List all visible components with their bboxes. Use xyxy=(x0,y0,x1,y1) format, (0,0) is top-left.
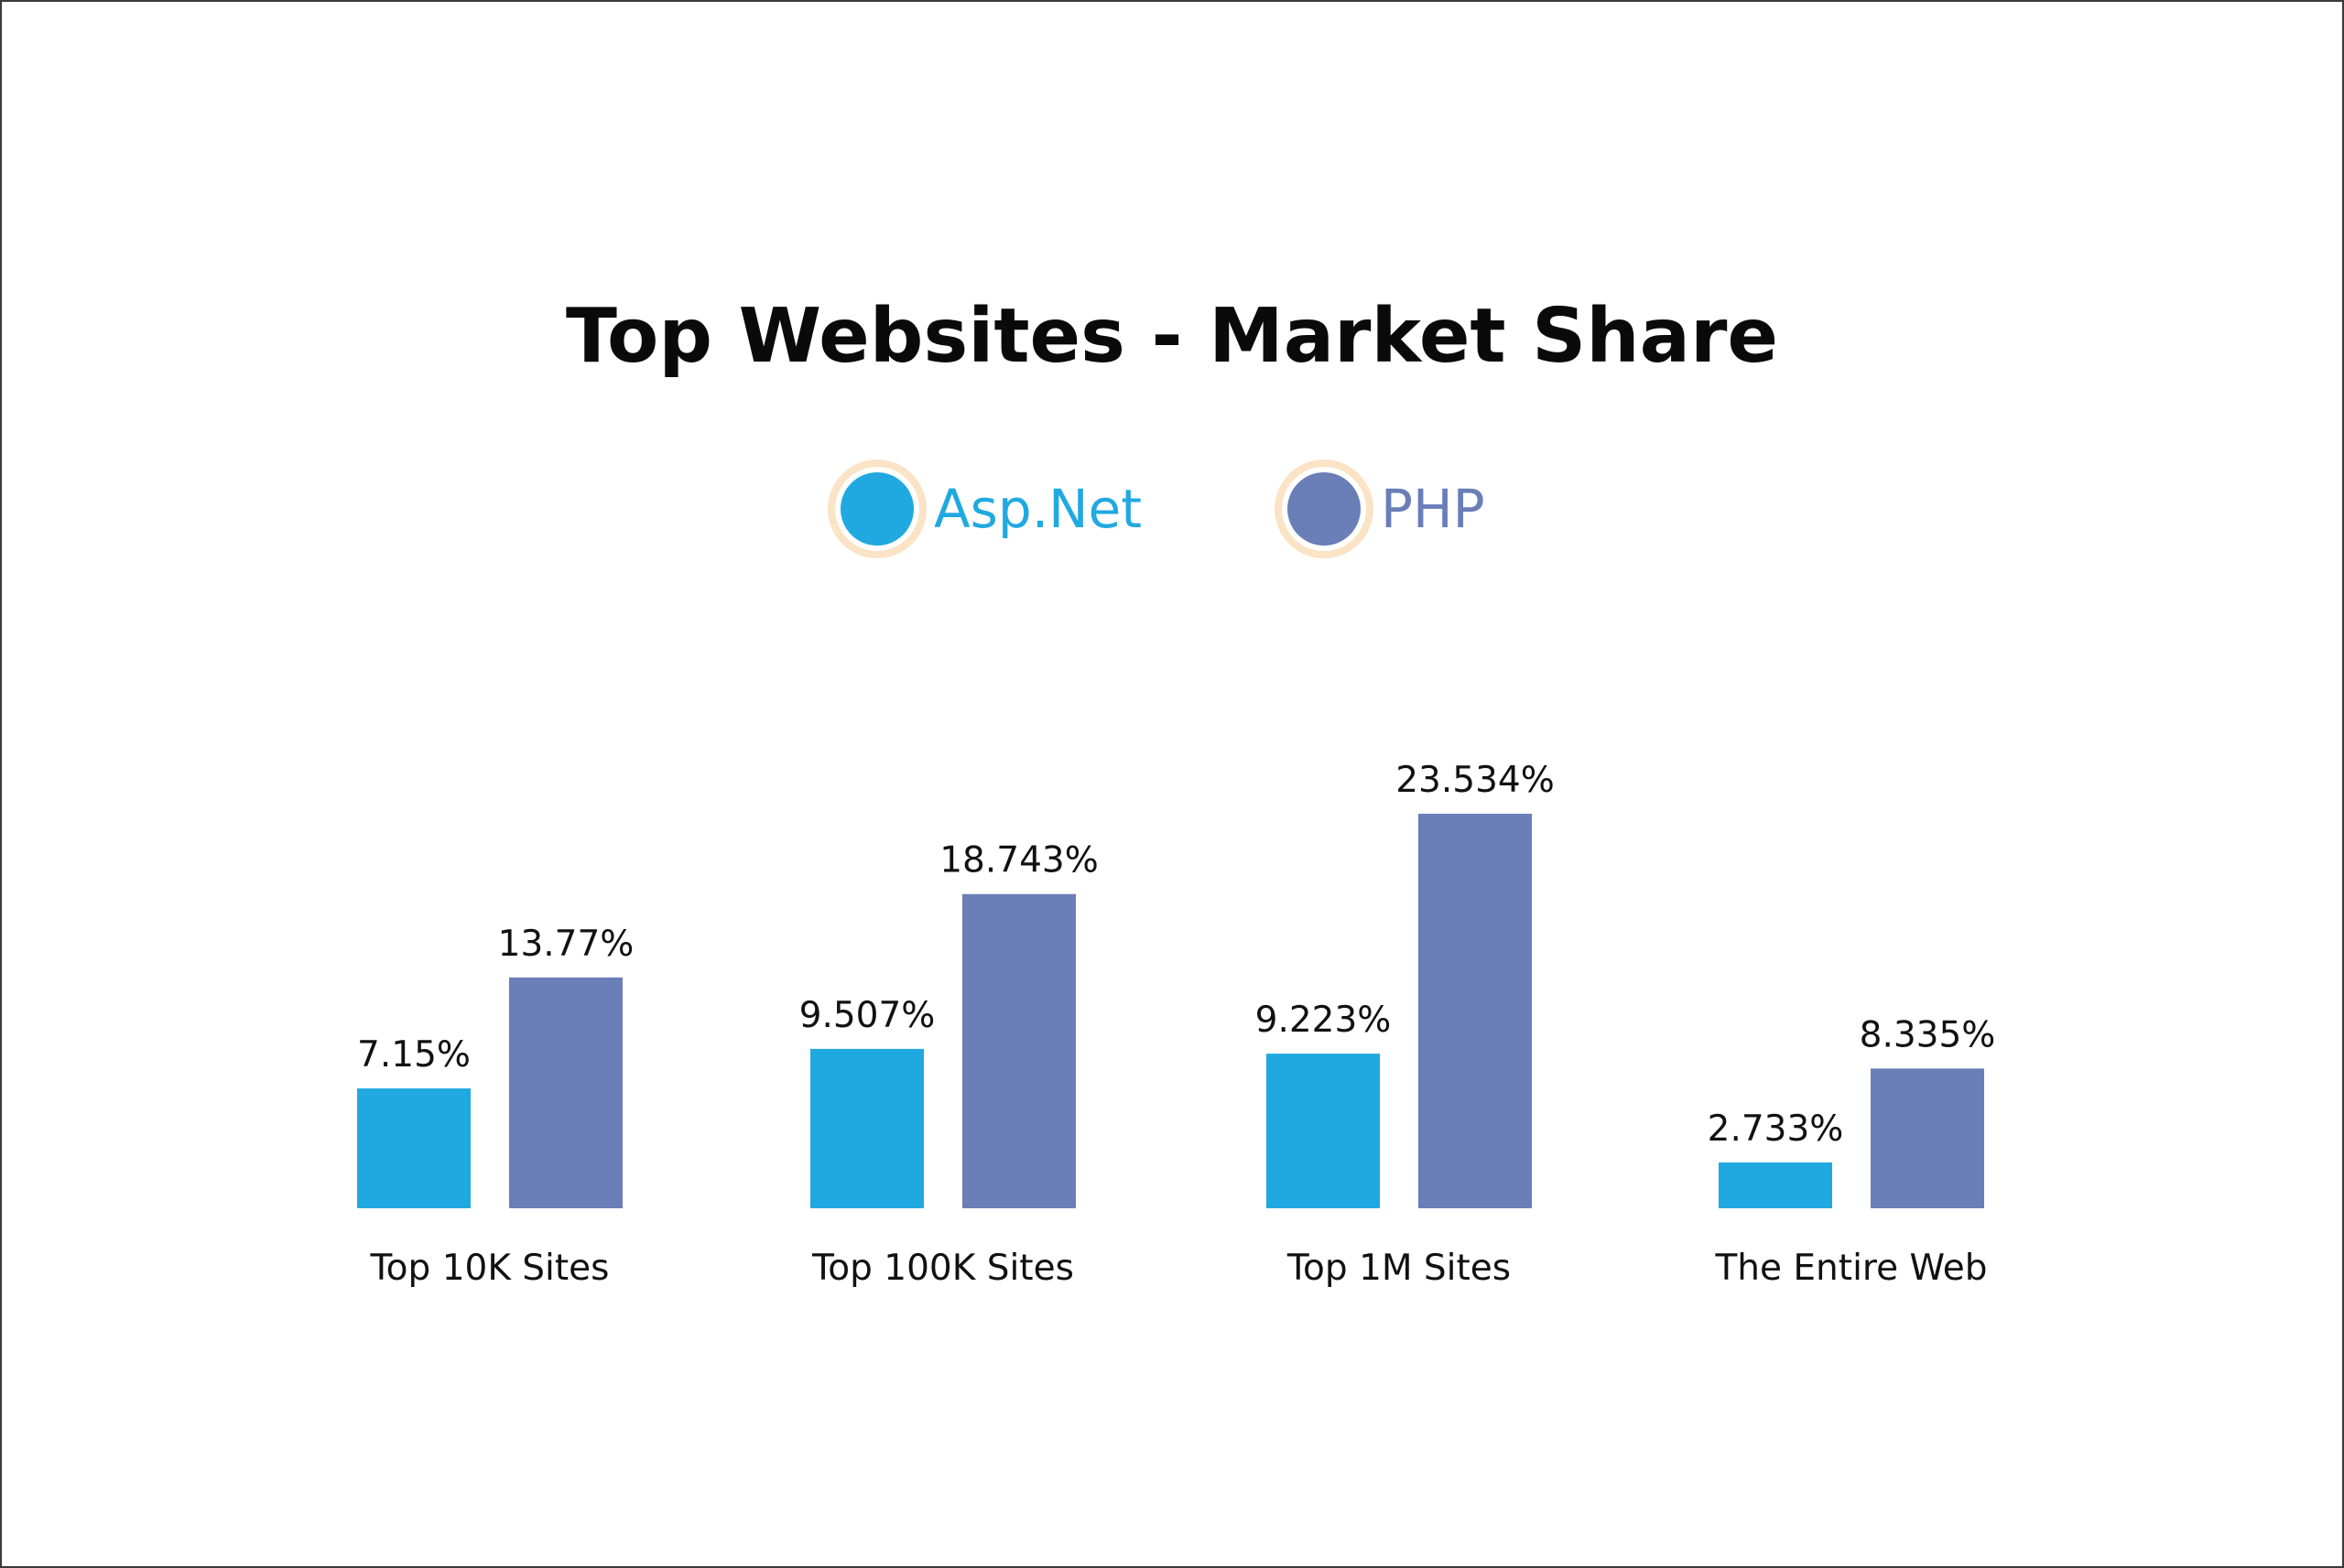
chart-title: Top Websites - Market Share xyxy=(566,293,1778,380)
bar-asp-net-2 xyxy=(1266,1054,1380,1208)
data-label-asp-net-1: 9.507% xyxy=(799,995,936,1036)
category-labels-group: Top 10K Sites Top 100K Sites Top 1M Sites T… xyxy=(369,1248,1987,1289)
legend: Asp.Net PHP xyxy=(828,460,1485,558)
legend-label-php: PHP xyxy=(1381,478,1485,540)
bar-php-0 xyxy=(509,977,623,1208)
category-label-1: Top 100K Sites xyxy=(811,1248,1074,1289)
data-label-php-1: 18.743% xyxy=(939,840,1099,881)
category-label-0: Top 10K Sites xyxy=(369,1248,609,1289)
bar-php-2 xyxy=(1418,814,1532,1208)
bar-php-3 xyxy=(1871,1068,1984,1208)
data-labels-group: 7.15% 13.77% 9.507% 18.743% 9.223% 23.534% 2.7… xyxy=(357,760,1995,1150)
data-label-php-2: 23.534% xyxy=(1395,760,1555,801)
bars-group xyxy=(357,814,1984,1208)
data-label-php-0: 13.77% xyxy=(498,924,635,965)
category-label-2: Top 1M Sites xyxy=(1286,1248,1511,1289)
bar-asp-net-0 xyxy=(357,1088,471,1208)
data-label-php-3: 8.335% xyxy=(1860,1014,1996,1055)
legend-swatch-asp-net xyxy=(828,460,927,558)
legend-swatch-php xyxy=(1275,460,1373,558)
bar-php-1 xyxy=(962,893,1076,1208)
legend-item-asp-net: Asp.Net xyxy=(828,460,1142,558)
legend-dot-php xyxy=(1287,472,1361,546)
bar-asp-net-3 xyxy=(1719,1162,1832,1208)
legend-item-php: PHP xyxy=(1275,460,1485,558)
data-label-asp-net-0: 7.15% xyxy=(357,1034,471,1076)
bar-asp-net-1 xyxy=(810,1048,924,1208)
data-label-asp-net-3: 2.733% xyxy=(1708,1108,1844,1150)
legend-dot-asp-net xyxy=(841,472,914,546)
data-label-asp-net-2: 9.223% xyxy=(1255,1000,1392,1041)
category-label-3: The Entire Web xyxy=(1714,1248,1987,1289)
legend-label-asp-net: Asp.Net xyxy=(934,478,1142,540)
